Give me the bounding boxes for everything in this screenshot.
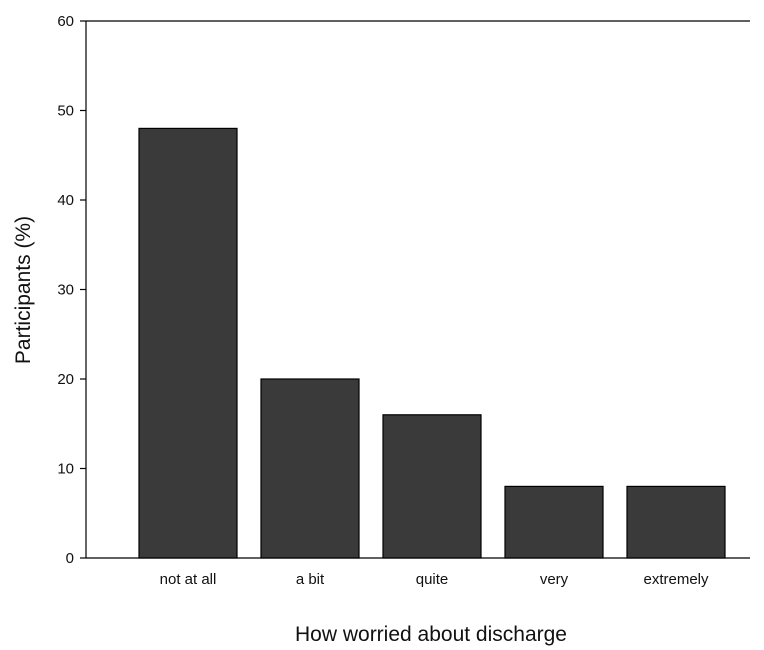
x-axis-title: How worried about discharge [295, 623, 567, 646]
bar-not-at-all [138, 127, 238, 559]
y-tick-label: 30 [57, 282, 74, 299]
y-tick-label: 10 [57, 461, 74, 478]
bars [138, 127, 726, 559]
y-tick-label: 0 [66, 550, 74, 567]
x-tick-label: very [540, 571, 569, 588]
y-tick-label: 40 [57, 192, 74, 209]
x-tick-label: extremely [643, 571, 709, 588]
y-axis-title: Participants (%) [12, 216, 35, 364]
x-ticks: not at all a bit quite very extremely [160, 571, 709, 588]
y-tick-label: 20 [57, 371, 74, 388]
x-tick-label: not at all [160, 571, 217, 588]
bar-a-bit [260, 378, 360, 559]
x-tick-label: a bit [296, 571, 325, 588]
y-ticks: 0 10 20 30 40 50 60 [57, 13, 86, 567]
y-tick-label: 50 [57, 103, 74, 120]
x-tick-label: quite [416, 571, 449, 588]
bar-quite [382, 414, 482, 559]
bar-very [504, 485, 604, 559]
y-tick-label: 60 [57, 13, 74, 30]
bar-extremely [626, 485, 726, 559]
